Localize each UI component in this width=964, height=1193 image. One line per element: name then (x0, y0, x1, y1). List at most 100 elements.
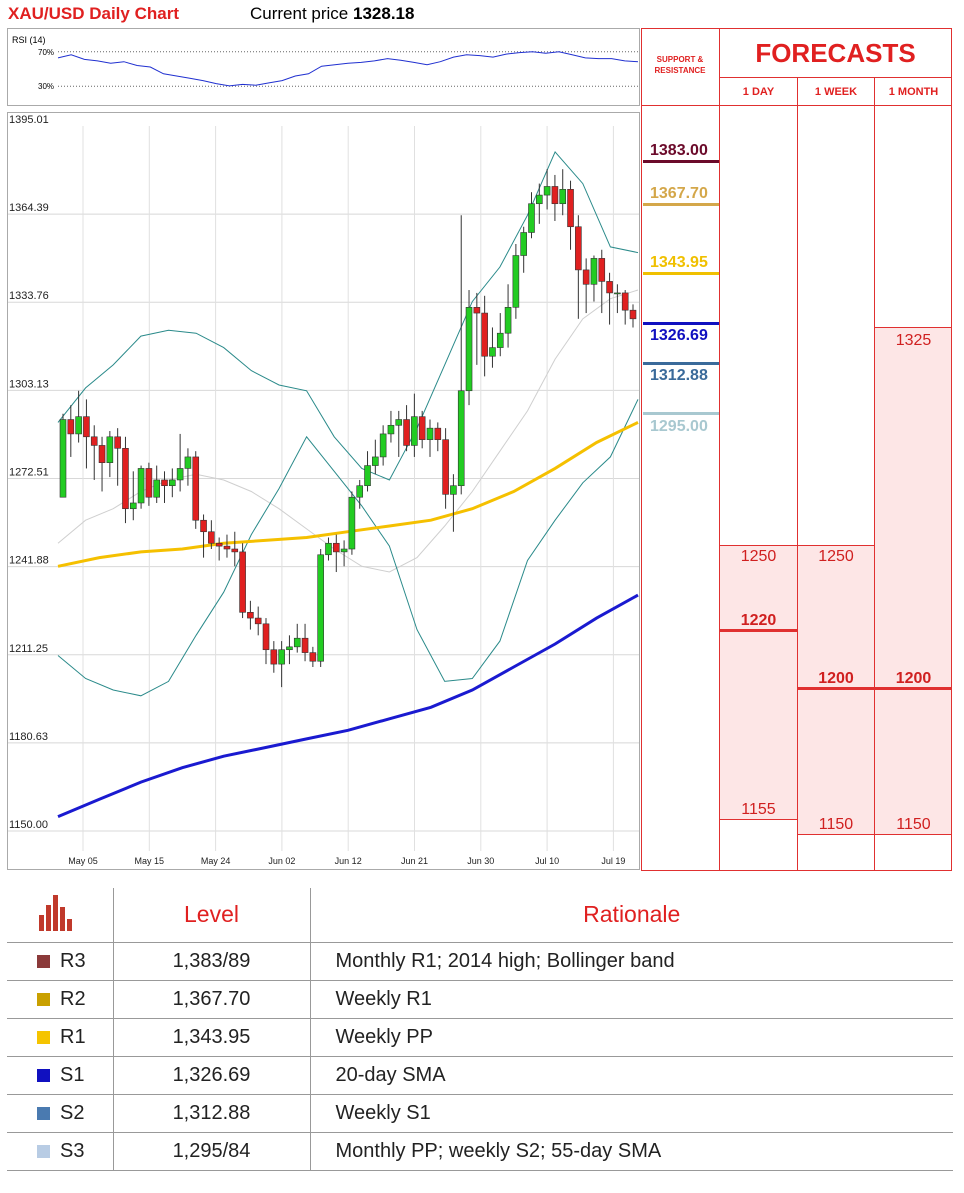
divider (641, 870, 952, 871)
table-header: Level Rationale (7, 888, 953, 943)
level-rationale: Weekly S1 (310, 1094, 953, 1133)
candle-body (278, 649, 285, 665)
candle-body (122, 448, 129, 510)
candle-body (567, 189, 574, 228)
rsi-30-label: 30% (38, 82, 54, 91)
y-tick-label: 1150.00 (9, 819, 48, 831)
level-rationale: Monthly R1; 2014 high; Bollinger band (310, 942, 953, 981)
divider (719, 28, 720, 871)
level-name: R3 (60, 949, 86, 972)
divider (641, 28, 642, 871)
x-tick-label: May 05 (68, 856, 98, 866)
fc-1day-high: 1250 (740, 548, 777, 565)
y-tick-label: 1241.88 (9, 555, 49, 567)
candlestick-chart: 1395.01 1364.39 1333.76 1303.13 1272.51 1241.… (8, 114, 639, 866)
x-tick-label: May 24 (201, 856, 231, 866)
sr-s2: 1312.88 (650, 367, 708, 384)
sma-55 (57, 421, 639, 568)
candle-body (434, 427, 442, 440)
fc-1week-mid: 1200 (818, 670, 854, 687)
candle-body (301, 637, 309, 653)
candle-body (356, 485, 364, 498)
candle-body (395, 419, 403, 426)
candle-body (481, 312, 488, 357)
sma-200 (57, 593, 639, 818)
sr-s1: 1326.69 (650, 327, 708, 344)
candle-body (153, 479, 160, 498)
candle-body (543, 186, 551, 196)
candle-body (621, 292, 629, 311)
candle-body (465, 307, 473, 392)
zone-1day (720, 545, 797, 820)
candle-body (145, 468, 153, 498)
fc-1day-low: 1155 (741, 801, 776, 818)
candle-body (59, 419, 67, 498)
candle-body (403, 419, 410, 446)
level-name: S3 (60, 1139, 85, 1162)
level-name-cell: S3 (7, 1132, 114, 1171)
candle-body (411, 416, 418, 446)
candle-body (223, 545, 231, 550)
table-row: R3 1,383/89 Monthly R1; 2014 high; Bolling… (7, 942, 953, 981)
candle-body (208, 531, 215, 544)
candle-body (83, 416, 90, 438)
candle-body (75, 416, 82, 435)
candle-body (575, 226, 582, 271)
y-tick-label: 1395.01 (9, 114, 49, 126)
rsi-line (57, 51, 639, 87)
candle-body (254, 617, 262, 625)
level-name-cell: R3 (7, 942, 114, 981)
bollinger-lower (57, 399, 639, 697)
candle-body (473, 307, 481, 314)
level-rationale: Weekly PP (310, 1018, 953, 1057)
candle-body (247, 612, 254, 619)
level-name: R1 (60, 1025, 86, 1048)
sr-r1: 1343.95 (650, 254, 708, 271)
divider (797, 77, 798, 871)
level-header: Level (113, 888, 311, 943)
candle-body (536, 194, 543, 205)
x-tick-label: Jul 19 (601, 856, 625, 866)
candle-body (504, 307, 512, 334)
col-1month: 1 MONTH (888, 86, 939, 98)
level-value: 1,383/89 (113, 942, 311, 981)
candle-body (442, 439, 449, 495)
candle-body (614, 292, 621, 295)
divider (874, 77, 875, 871)
candle-body (129, 502, 137, 510)
candle-body (450, 485, 457, 495)
y-tick-label: 1211.25 (9, 643, 48, 655)
y-tick-label: 1180.63 (9, 731, 48, 743)
candle-body (231, 548, 239, 553)
level-rationale: 20-day SMA (310, 1056, 953, 1095)
table-row: S3 1,295/84 Monthly PP; weekly S2; 55-day … (7, 1132, 953, 1171)
table-row: R2 1,367.70 Weekly R1 (7, 980, 953, 1019)
candle-body (426, 427, 434, 440)
candle-body (457, 390, 465, 487)
color-swatch-icon (37, 1106, 50, 1120)
candle-body (332, 542, 340, 553)
candle-body (98, 445, 106, 463)
candle-body (528, 203, 535, 233)
candle-body (309, 652, 317, 662)
rationale-header: Rationale (310, 888, 953, 943)
candle-body (372, 456, 379, 466)
bars-icon-cell (7, 888, 114, 943)
candle-body (293, 637, 301, 648)
candle-body (496, 332, 504, 348)
levels-table: Level Rationale R3 1,383/89 Monthly R1; 20… (7, 888, 953, 1171)
candle-body (606, 281, 613, 294)
candle-body (192, 456, 200, 521)
x-tick-label: Jul 10 (535, 856, 559, 866)
zone-border (875, 327, 952, 328)
candle-body (325, 542, 332, 556)
rsi-label: RSI (14) (12, 35, 46, 45)
x-tick-label: May 15 (135, 856, 165, 866)
level-value: 1,367.70 (113, 980, 311, 1019)
level-value: 1,326.69 (113, 1056, 311, 1095)
level-rationale: Monthly PP; weekly S2; 55-day SMA (310, 1132, 953, 1171)
candle-body (629, 309, 637, 320)
table-row: R1 1,343.95 Weekly PP (7, 1018, 953, 1057)
level-name-cell: S2 (7, 1094, 114, 1133)
level-name: R2 (60, 987, 86, 1010)
